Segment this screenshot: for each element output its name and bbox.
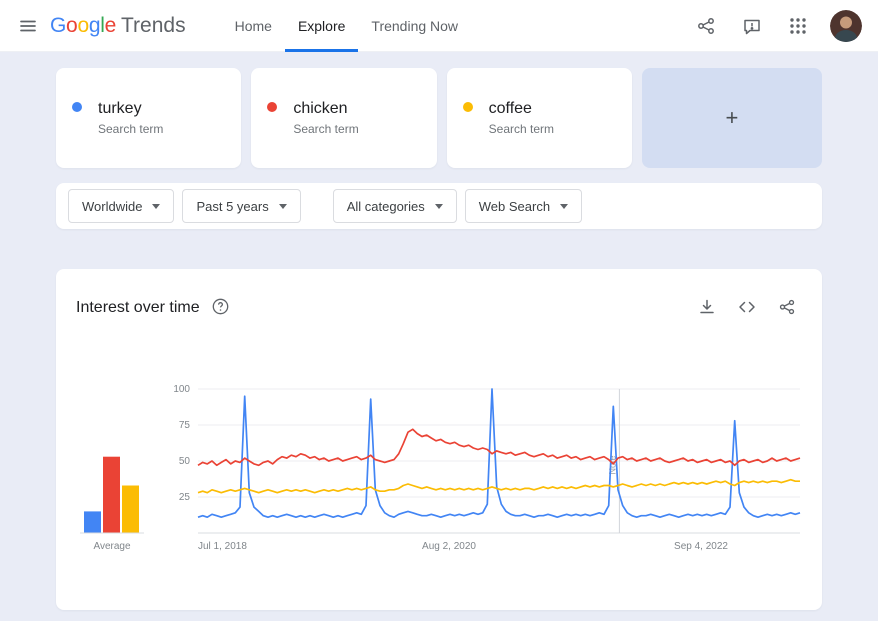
category-filter-value: All categories [346,198,425,214]
time-range-filter-dropdown[interactable]: Past 5 years [182,189,301,223]
y-axis-labels: 100 75 50 25 [173,384,190,503]
x-tick-label: Sep 4, 2022 [674,541,728,552]
chevron-down-icon [560,203,569,209]
widget-header: Interest over time [76,293,802,323]
category-filter-dropdown[interactable]: All categories [332,189,457,223]
menu-button[interactable] [8,6,48,46]
search-type-filter-value: Web Search [478,198,551,214]
average-label: Average [93,541,131,552]
hamburger-icon [18,16,38,36]
share-icon [778,298,796,319]
help-button[interactable] [206,293,236,323]
x-tick-label: Aug 2, 2020 [422,541,476,552]
logo-letter: G [50,13,67,37]
term-text: chicken Search term [293,100,358,136]
widget-actions [692,293,802,323]
term-title: turkey [98,100,142,117]
top-bar-actions [686,6,866,46]
apps-grid-icon [788,16,808,36]
chevron-down-icon [434,203,443,209]
download-button[interactable] [692,293,722,323]
term-title: chicken [293,100,348,117]
nav-home[interactable]: Home [234,17,272,34]
main-nav: Home Explore Trending Now [222,0,471,52]
y-tick-label: 25 [179,492,191,503]
logo-letter: l [100,13,105,37]
x-axis-labels: Jul 1, 2018 Aug 2, 2020 Sep 4, 2022 [198,541,728,552]
compare-terms-row: turkey Search term chicken Search term c… [56,68,822,168]
time-range-filter-value: Past 5 years [196,198,269,214]
trend-line-chicken[interactable] [197,428,801,467]
term-color-dot [462,102,473,112]
trend-line-turkey[interactable] [197,388,801,519]
help-icon [212,298,229,318]
top-bar: G o o g l e Trends Home Explore Trending… [0,0,878,52]
embed-code-icon [738,298,756,319]
region-filter-dropdown[interactable]: Worldwide [68,189,175,223]
interest-over-time-widget: Interest over time [56,269,822,610]
term-color-dot [267,102,278,112]
google-apps-button[interactable] [778,6,818,46]
term-title: coffee [488,100,532,117]
term-subtitle: Search term [98,122,164,136]
chevron-down-icon [278,203,287,209]
y-tick-label: 50 [179,456,191,467]
term-subtitle: Search term [488,122,555,136]
average-bar-coffee[interactable] [122,485,139,534]
average-bar-chicken[interactable] [103,456,120,533]
add-comparison-button[interactable]: + [641,68,822,168]
y-tick-label: 100 [173,384,190,395]
term-card-coffee[interactable]: coffee Search term [446,68,632,168]
term-text: coffee Search term [489,100,554,136]
term-text: turkey Search term [98,100,163,136]
average-bar-chart [84,456,139,534]
logo-letter: e [104,13,117,37]
share-icon [696,16,716,36]
nav-explore[interactable]: Explore [284,0,359,52]
term-card-chicken[interactable]: chicken Search term [251,68,437,168]
feedback-button[interactable] [732,6,772,46]
embed-button[interactable] [732,293,762,323]
note-marker-label[interactable]: Note [607,455,617,474]
explore-section: turkey Search term chicken Search term c… [0,68,878,610]
x-tick-label: Jul 1, 2018 [198,541,247,552]
logo-product-name: Trends [120,13,186,37]
account-button[interactable] [826,6,866,46]
chevron-down-icon [152,203,161,209]
y-tick-label: 75 [179,420,191,431]
avatar [830,9,862,42]
region-filter-value: Worldwide [82,198,143,214]
feedback-icon [742,16,762,36]
google-trends-logo[interactable]: G o o g l e Trends [50,14,186,38]
search-type-filter-dropdown[interactable]: Web Search [464,189,583,223]
interest-over-time-chart[interactable]: 100 75 50 25 Note Average Jul 1, 2018 Au… [76,381,802,561]
chart-area: 100 75 50 25 Note Average Jul 1, 2018 Au… [76,381,802,566]
share-button[interactable] [686,6,726,46]
logo-letter: o [66,13,78,37]
trend-line-coffee[interactable] [197,478,800,494]
term-subtitle: Search term [293,122,359,136]
logo-letter: g [88,13,101,37]
term-card-turkey[interactable]: turkey Search term [56,68,242,168]
widget-share-button[interactable] [772,293,802,323]
logo-letter: o [77,13,89,37]
download-icon [698,298,716,319]
nav-trending-now[interactable]: Trending Now [371,17,459,34]
term-color-dot [72,102,82,112]
plus-icon: + [725,105,739,130]
filter-bar: Worldwide Past 5 years All categories We… [56,183,822,229]
widget-title: Interest over time [76,299,200,316]
average-bar-turkey[interactable] [84,511,101,533]
trend-lines [197,388,801,519]
